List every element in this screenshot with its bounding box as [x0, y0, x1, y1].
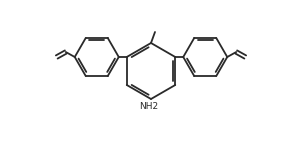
- Text: NH2: NH2: [140, 102, 159, 111]
